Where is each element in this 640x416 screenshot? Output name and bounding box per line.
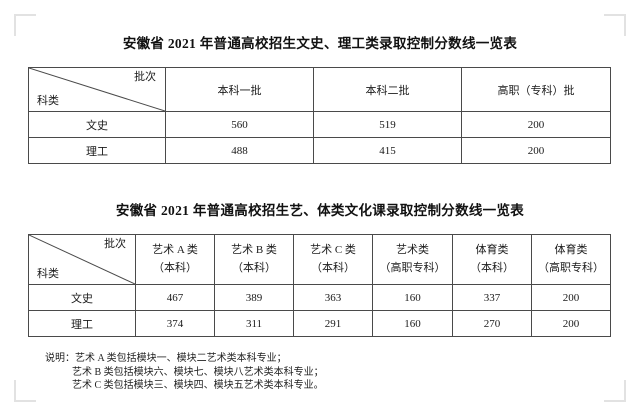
table-1-cell: 488 (165, 137, 314, 164)
table-2-cell: 467 (135, 284, 215, 311)
score-table-art-sports: 批次 科类 艺术 A 类 （本科） 艺术 B 类 （本科） (28, 234, 611, 337)
table-2-cell: 160 (372, 310, 453, 337)
table-row: 理工 374 311 291 160 270 200 (28, 310, 611, 337)
table-1-col-header: 高职（专科）批 (461, 67, 611, 112)
table-2-col-header: 艺术 A 类 （本科） (135, 234, 215, 285)
diagonal-divider-icon (29, 68, 165, 111)
table-1-col-header: 本科一批 (165, 67, 314, 112)
table-2-col-header-line2: （高职专科） (538, 261, 604, 274)
table-2-row-label: 理工 (28, 310, 136, 337)
table-2-col-header-line2: （本科） (232, 261, 276, 274)
table-2-col-header-line1: 体育类 (475, 244, 509, 257)
table-2-header-row: 批次 科类 艺术 A 类 （本科） 艺术 B 类 （本科） (28, 234, 611, 285)
table-2-col-header-line2: （本科） (470, 261, 514, 274)
table-2-corner-bottom-label: 科类 (37, 268, 59, 280)
table-2-cell: 311 (214, 310, 294, 337)
table-1-corner-top-label: 批次 (134, 71, 156, 83)
table-2-corner-header: 批次 科类 (28, 234, 136, 285)
table-2-col-header-line1: 艺术 C 类 (310, 244, 356, 257)
table-2-col-header-line2: （本科） (311, 261, 355, 274)
table-1-row-label: 文史 (28, 111, 166, 138)
table-2-row-label: 文史 (28, 284, 136, 311)
table-1-cell: 519 (313, 111, 462, 138)
table-2-col-header: 体育类 （本科） (452, 234, 532, 285)
table-2-cell: 291 (293, 310, 373, 337)
table-1-corner-bottom-label: 科类 (37, 95, 59, 107)
footnote-line: 艺术 B 类包括模块六、模块七、模块八艺术类本科专业； (72, 366, 324, 378)
table-2-col-header: 体育类 （高职专科） (531, 234, 611, 285)
table-2-col-header: 艺术 B 类 （本科） (214, 234, 294, 285)
table-1-cell: 200 (461, 111, 611, 138)
table-1-cell: 200 (461, 137, 611, 164)
table-2-cell: 270 (452, 310, 532, 337)
table-2-cell: 160 (372, 284, 453, 311)
table-1-header-row: 批次 科类 本科一批 本科二批 高职（专科）批 (28, 67, 611, 112)
table-row: 文史 560 519 200 (28, 111, 611, 138)
footnote-line: 说明：艺术 A 类包括模块一、模块二艺术类本科专业； (45, 353, 287, 364)
table-2-cell: 374 (135, 310, 215, 337)
table-row: 文史 467 389 363 160 337 200 (28, 284, 611, 311)
section-1-title: 安徽省 2021 年普通高校招生文史、理工类录取控制分数线一览表 (122, 36, 518, 51)
table-2-cell: 389 (214, 284, 294, 311)
table-row: 理工 488 415 200 (28, 137, 611, 164)
table-2-col-header: 艺术 C 类 （本科） (293, 234, 373, 285)
table-2-cell: 200 (531, 310, 611, 337)
table-2-col-header-line2: （高职专科） (379, 261, 446, 274)
footnote-block: 说明：艺术 A 类包括模块一、模块二艺术类本科专业； 艺术 B 类包括模块六、模… (45, 352, 324, 393)
table-1-corner-header: 批次 科类 (28, 67, 166, 112)
crop-mark-bottom-left (14, 380, 36, 402)
diagonal-divider-icon (29, 235, 135, 284)
table-1-cell: 560 (165, 111, 314, 138)
table-1-cell: 415 (313, 137, 462, 164)
table-1-row-label: 理工 (28, 137, 166, 164)
table-1-col-header: 本科二批 (313, 67, 462, 112)
table-2-col-header-line1: 体育类 (554, 244, 588, 257)
footnote-line: 艺术 C 类包括模块三、模块四、模块五艺术类本科专业。 (72, 380, 324, 391)
table-2-col-header-line2: （本科） (153, 261, 197, 274)
table-2-corner-top-label: 批次 (104, 238, 126, 250)
crop-mark-bottom-right (604, 380, 626, 402)
table-2-col-header-line1: 艺术 B 类 (231, 244, 277, 257)
table-2-cell: 200 (531, 284, 611, 311)
table-2-cell: 337 (452, 284, 532, 311)
table-2-col-header: 艺术类 （高职专科） (372, 234, 453, 285)
table-2-col-header-line1: 艺术类 (396, 244, 429, 257)
section-2-title: 安徽省 2021 年普通高校招生艺、体类文化课录取控制分数线一览表 (115, 203, 525, 218)
table-2-cell: 363 (293, 284, 373, 311)
table-2-col-header-line1: 艺术 A 类 (152, 244, 198, 257)
score-table-liberal-science: 批次 科类 本科一批 本科二批 高职（专科）批 文史 560 519 200 理… (28, 67, 611, 164)
